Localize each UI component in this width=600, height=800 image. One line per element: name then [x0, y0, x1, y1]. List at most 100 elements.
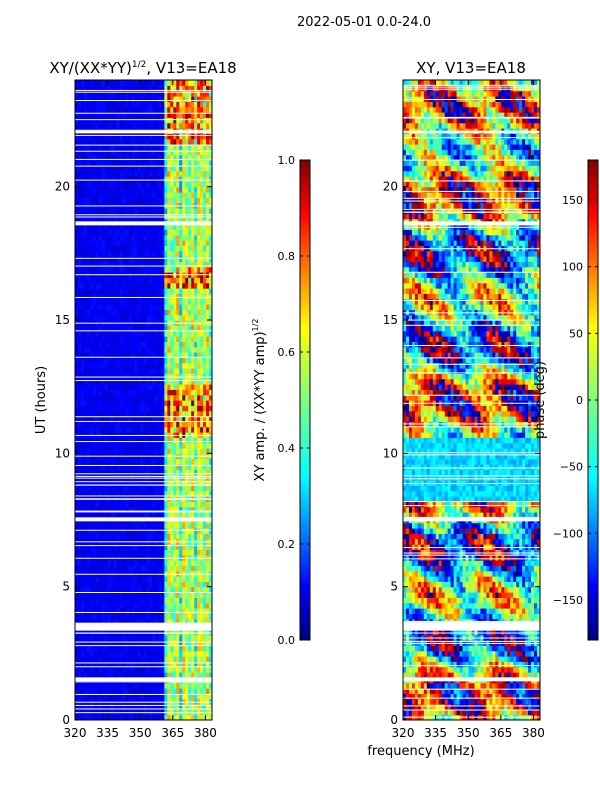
left-heatmap-cell [143, 266, 148, 273]
left-heatmap-cell [158, 400, 162, 406]
left-heatmap-cell [209, 298, 212, 305]
left-heatmap-cell [92, 634, 97, 641]
left-heatmap-cell [164, 213, 168, 220]
left-heatmap-cell [128, 261, 133, 268]
left-heatmap-cell [86, 288, 91, 294]
left-heatmap-cell [185, 501, 189, 508]
left-heatmap-cell [131, 586, 136, 593]
left-heatmap-cell [140, 458, 145, 465]
left-heatmap-cell [107, 256, 112, 262]
left-heatmap-cell [158, 154, 162, 161]
left-heatmap-cell [191, 170, 195, 177]
left-heatmap-cell [137, 634, 142, 641]
left-heatmap-cell [125, 394, 130, 401]
left-heatmap-cell [101, 549, 106, 556]
left-heatmap-cell [101, 640, 106, 646]
left-heatmap-cell [75, 586, 79, 593]
left-heatmap-cell [140, 469, 145, 476]
left-heatmap-cell [155, 506, 159, 513]
left-heatmap-cell [98, 581, 103, 588]
left-heatmap-cell [110, 426, 115, 433]
left-heatmap-cell [182, 506, 186, 513]
left-heatmap-cell [75, 165, 79, 172]
left-heatmap-cell [176, 213, 180, 220]
left-heatmap-cell [119, 229, 124, 236]
left-heatmap-cell [203, 256, 207, 262]
left-heatmap-cell [125, 682, 130, 689]
left-heatmap-cell [194, 714, 198, 720]
left-heatmap-cell [203, 634, 207, 641]
left-heatmap-cell [125, 592, 130, 598]
left-heatmap-cell [98, 330, 103, 337]
left-heatmap-cell [206, 245, 210, 252]
left-heatmap-cell [131, 261, 136, 268]
left-heatmap-cell [77, 293, 82, 300]
left-heatmap-cell [167, 464, 171, 470]
left-heatmap-cell [75, 240, 79, 246]
left-heatmap-cell [128, 341, 133, 348]
left-heatmap-cell [83, 266, 88, 273]
left-heatmap-cell [185, 213, 189, 220]
left-heatmap-cell [206, 293, 210, 300]
left-heatmap-cell [203, 314, 207, 321]
left-heatmap-cell [185, 426, 189, 433]
left-heatmap-cell [143, 592, 148, 598]
left-heatmap-cell [80, 522, 85, 529]
left-heatmap-cell [89, 293, 94, 300]
left-heatmap-cell [188, 261, 192, 268]
left-heatmap-cell [161, 224, 165, 230]
left-heatmap-cell [92, 656, 97, 662]
left-heatmap-cell [122, 154, 127, 161]
left-heatmap-cell [113, 565, 118, 572]
left-heatmap-cell [128, 389, 133, 396]
left-heatmap-cell [89, 704, 94, 710]
left-heatmap-cell [167, 266, 171, 273]
left-heatmap-cell [173, 325, 177, 332]
left-heatmap-cell [116, 560, 121, 566]
left-heatmap-cell [113, 352, 118, 358]
left-heatmap-cell [197, 485, 201, 492]
left-heatmap-cell [113, 160, 118, 166]
left-heatmap-cell [125, 229, 130, 236]
left-heatmap-cell [113, 224, 118, 230]
left-heatmap-cell [89, 170, 94, 177]
left-heatmap-cell [92, 144, 97, 150]
left-heatmap-cell [155, 330, 159, 337]
left-heatmap-cell [179, 160, 183, 166]
left-heatmap-cell [197, 261, 201, 268]
left-heatmap-cell [200, 560, 204, 566]
left-heatmap-cell [110, 346, 115, 353]
left-heatmap-cell [170, 234, 174, 241]
left-heatmap-cell [206, 192, 210, 198]
left-heatmap-cell [128, 197, 133, 204]
left-heatmap-cell [164, 634, 168, 641]
left-heatmap-cell [119, 448, 124, 454]
left-heatmap-cell [110, 234, 115, 241]
left-heatmap-cell [173, 357, 177, 364]
left-heatmap-cell [83, 165, 88, 172]
left-heatmap-cell [188, 341, 192, 348]
left-heatmap-cell [185, 570, 189, 577]
left-heatmap-cell [137, 330, 142, 337]
left-heatmap-cell [197, 576, 201, 582]
left-heatmap-cell [206, 490, 210, 497]
left-heatmap-cell [98, 208, 103, 214]
left-heatmap-cell [194, 266, 198, 273]
left-heatmap-cell [170, 378, 174, 385]
left-heatmap-cell [101, 682, 106, 689]
left-heatmap-cell [209, 416, 212, 422]
left-heatmap-cell [179, 373, 183, 380]
left-heatmap-cell [188, 400, 192, 406]
left-heatmap-cell [140, 341, 145, 348]
left-heatmap-cell [209, 581, 212, 588]
left-heatmap-cell [92, 357, 97, 364]
left-heatmap-cell [158, 522, 162, 529]
left-heatmap-cell [101, 528, 106, 534]
left-heatmap-cell [194, 448, 198, 454]
left-heatmap-cell [131, 581, 136, 588]
left-heatmap-cell [83, 640, 88, 646]
left-heatmap-cell [80, 608, 85, 614]
left-heatmap-cell [77, 245, 82, 252]
left-heatmap-cell [143, 373, 148, 380]
left-heatmap-cell [98, 138, 103, 145]
